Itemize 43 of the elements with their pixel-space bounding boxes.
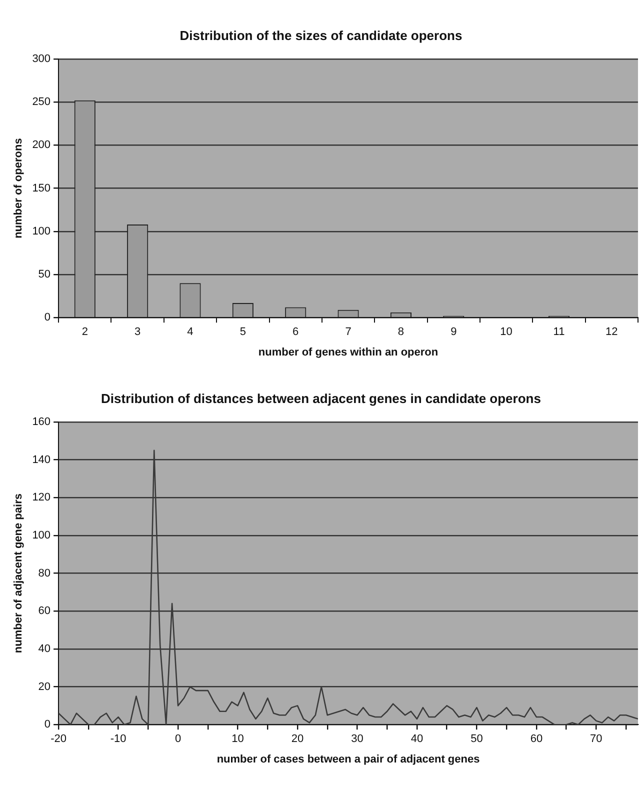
y-tick-label: 150 xyxy=(32,182,51,194)
x-tick-label: 0 xyxy=(174,733,182,746)
x-tick-label: 60 xyxy=(530,733,543,746)
x-tick-label: 2 xyxy=(82,326,88,338)
chart-title: Distribution of the sizes of candidate operons xyxy=(178,27,464,45)
y-tick-label: 250 xyxy=(32,96,51,108)
y-tick-label: 200 xyxy=(32,139,51,152)
x-axis-title: number of genes within an operon xyxy=(258,346,438,358)
x-tick-label: 70 xyxy=(590,733,602,746)
x-tick-label: 50 xyxy=(470,733,483,746)
x-tick-label: -20 xyxy=(50,733,67,746)
y-tick-label: 300 xyxy=(32,53,51,66)
x-tick-label: 5 xyxy=(240,326,246,338)
x-tick-label: 9 xyxy=(450,326,457,338)
y-tick-label: 0 xyxy=(44,718,51,731)
y-axis-title: number of adjacent gene pairs xyxy=(12,494,25,654)
y-tick-label: 160 xyxy=(32,416,51,428)
y-tick-label: 140 xyxy=(32,454,51,466)
y-axis-title: number of operons xyxy=(12,138,25,238)
x-tick-label: 40 xyxy=(410,733,424,746)
y-tick-label: 40 xyxy=(38,642,51,655)
x-tick-label: 3 xyxy=(134,326,141,338)
y-tick-label: 120 xyxy=(32,492,51,504)
y-tick-label: 0 xyxy=(44,312,51,324)
x-tick-label: 20 xyxy=(291,733,304,746)
x-tick-label: 11 xyxy=(553,326,565,338)
x-axis-title: number of cases between a pair of adjacent genes xyxy=(216,753,480,766)
y-tick-label: 60 xyxy=(38,605,51,618)
x-tick-label: 10 xyxy=(232,733,244,746)
x-tick-label: 30 xyxy=(351,733,364,746)
x-tick-label: -10 xyxy=(110,733,126,746)
x-tick-label: 8 xyxy=(398,326,404,338)
y-tick-label: 100 xyxy=(32,225,51,238)
x-tick-label: 4 xyxy=(187,326,194,338)
y-tick-label: 20 xyxy=(38,680,51,693)
chart-title: Distribution of distances between adjacent genes in candidate operons xyxy=(101,390,541,408)
y-tick-label: 80 xyxy=(38,567,51,580)
x-tick-label: 6 xyxy=(292,326,299,338)
x-tick-label: 12 xyxy=(606,326,618,338)
x-tick-label: 10 xyxy=(500,326,512,338)
x-tick-label: 7 xyxy=(345,326,352,338)
y-tick-label: 100 xyxy=(32,530,51,542)
y-tick-label: 50 xyxy=(38,268,51,281)
